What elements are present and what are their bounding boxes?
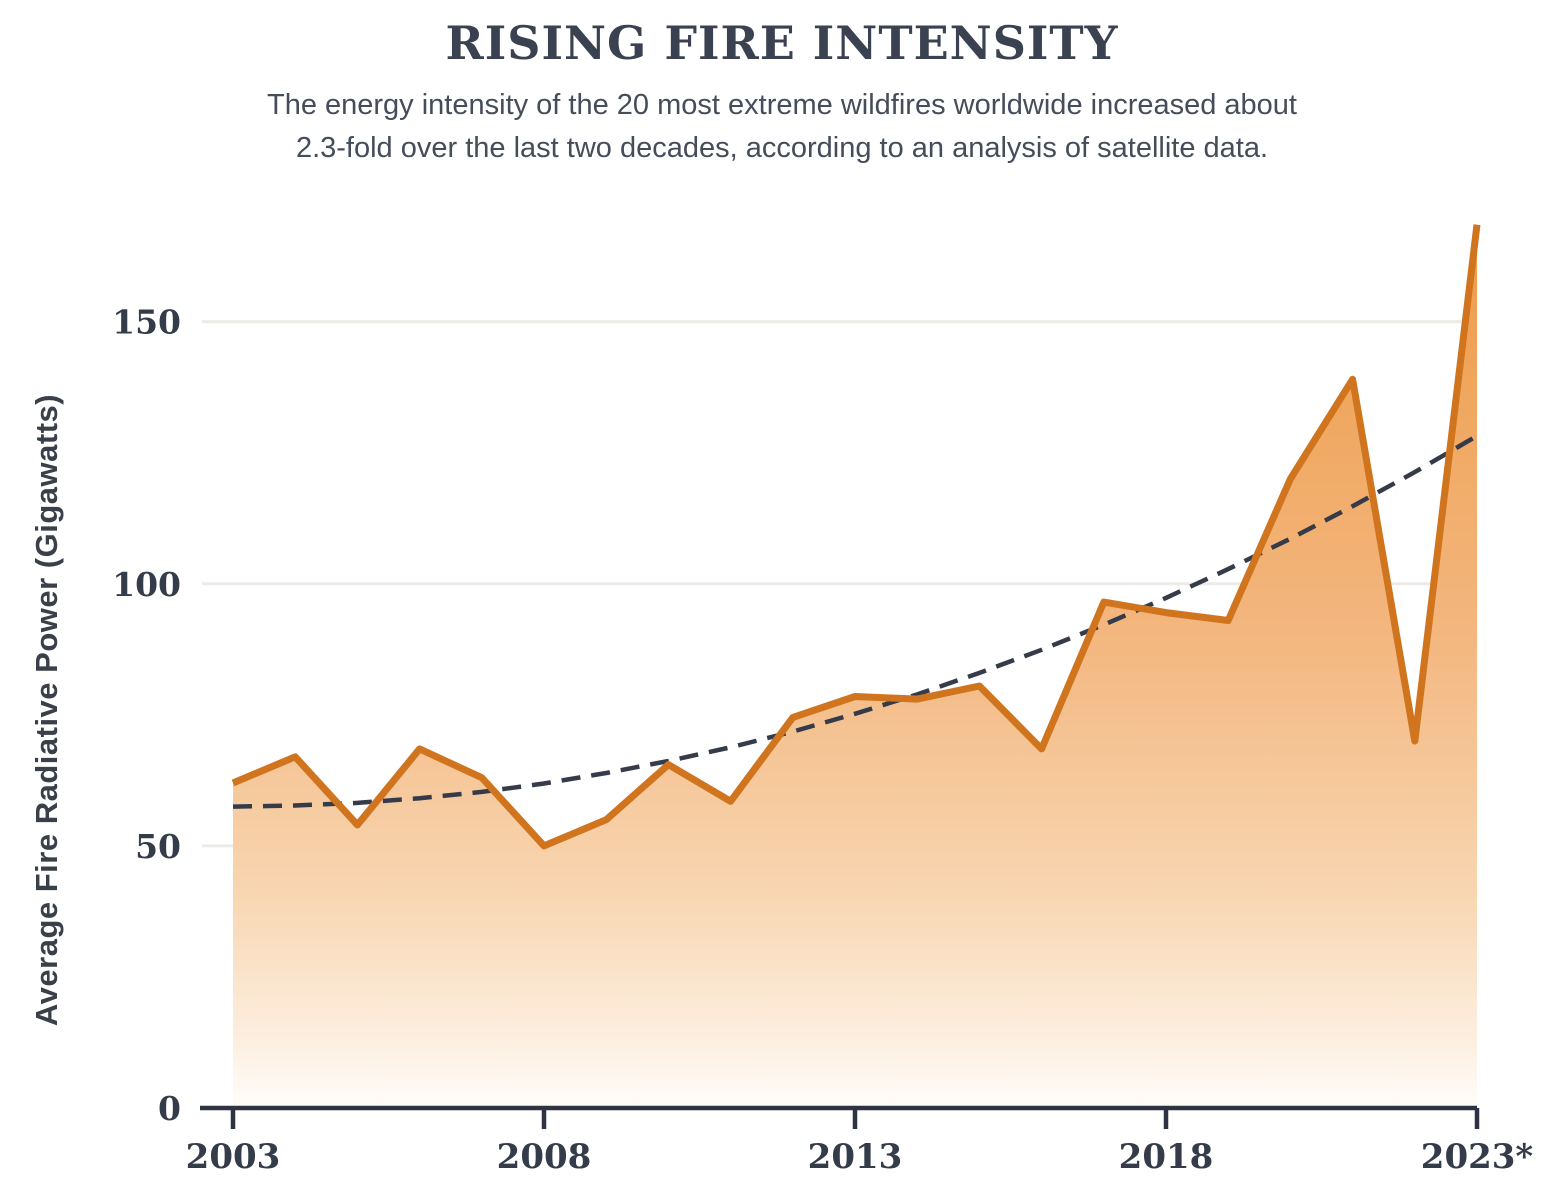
y-axis-title: Average Fire Radiative Power (Gigawatts) <box>29 394 64 1026</box>
y-tick-label-100: 100 <box>112 565 181 604</box>
y-tick-label-0: 0 <box>158 1089 181 1128</box>
x-tick-label-2008: 2008 <box>497 1137 592 1177</box>
y-tick-label-150: 150 <box>112 303 181 342</box>
x-axis <box>200 1105 1480 1129</box>
x-tick-label-2003: 2003 <box>186 1137 281 1177</box>
chart-subtitle-line2: 2.3-fold over the last two decades, acco… <box>295 132 1269 164</box>
x-tick-labels: 2003 2008 2013 2018 2023* <box>186 1137 1534 1177</box>
data-line <box>231 224 1481 850</box>
chart-subtitle-line1: The energy intensity of the 20 most extr… <box>266 89 1297 121</box>
page-title: RISING FIRE INTENSITY <box>445 16 1119 70</box>
area-fill <box>233 224 1477 1108</box>
trend-dashed-line <box>232 433 1479 809</box>
x-tick-label-2023: 2023* <box>1421 1137 1534 1177</box>
x-tick-label-2018: 2018 <box>1119 1137 1214 1177</box>
y-tick-label-50: 50 <box>135 827 181 866</box>
x-tick-label-2013: 2013 <box>808 1137 903 1177</box>
y-tick-labels: 0 50 100 150 <box>112 303 181 1128</box>
chart-subtitle: The energy intensity of the 20 most extr… <box>0 84 1564 170</box>
